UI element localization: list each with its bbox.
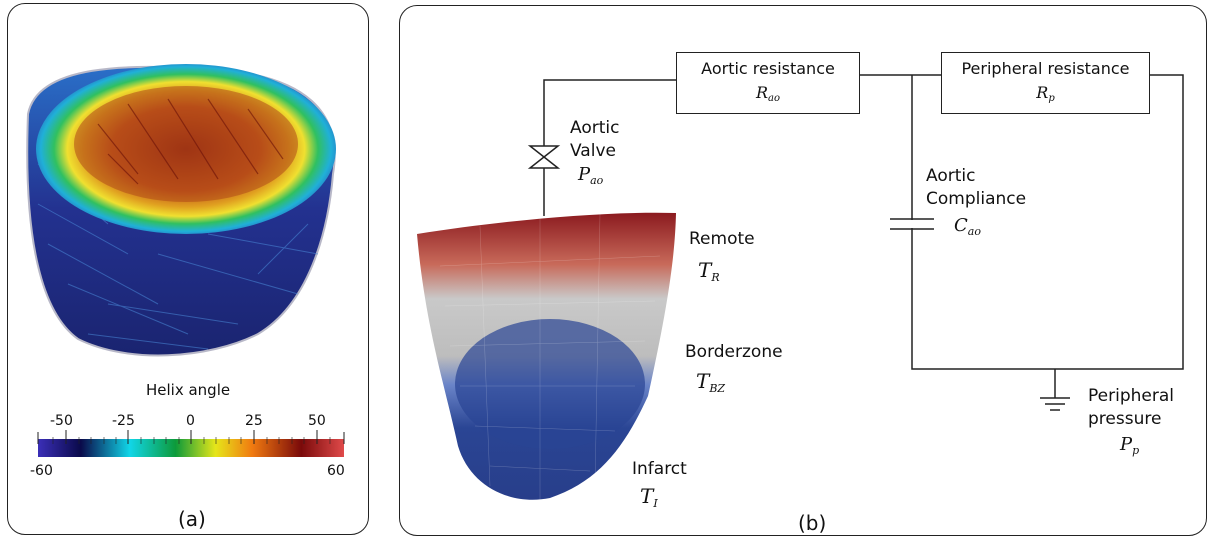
valve-icon (527, 145, 561, 169)
peripheral-pressure-line2: pressure (1088, 409, 1162, 429)
aortic-valve-line2: Valve (570, 141, 616, 161)
panel-a: Helix angle -50 -25 0 25 50 -60 60 (a) (7, 3, 369, 535)
remote-symbol: TR (698, 258, 720, 284)
peripheral-resistance-label: Peripheral resistance (961, 59, 1130, 78)
wire-right-loop (911, 74, 1184, 370)
colorbar-tick: -50 (50, 413, 73, 429)
aortic-compliance-symbol: Cao (954, 215, 981, 238)
peripheral-pressure-symbol: Pp (1120, 434, 1140, 457)
side-fibers (37, 163, 319, 350)
caption-a: (a) (178, 507, 206, 531)
aortic-valve-line1: Aortic (570, 118, 620, 138)
borderzone-label: Borderzone (685, 342, 783, 362)
peripheral-pressure-line1: Peripheral (1088, 386, 1174, 406)
circuit-diagram (417, 74, 1184, 501)
panel-b: Aortic resistance Rao Peripheral resista… (399, 5, 1207, 536)
borderzone-symbol: TBZ (696, 369, 726, 395)
colorbar-tick: -25 (112, 413, 135, 429)
colorbar-title: Helix angle (146, 381, 231, 399)
colorbar-tick: 50 (308, 413, 326, 429)
remote-label: Remote (689, 229, 755, 249)
mesh-lines (439, 213, 661, 501)
infarct-symbol: TI (640, 484, 658, 510)
aortic-compliance-line2: Compliance (926, 189, 1027, 209)
aortic-resistance-symbol: Rao (755, 83, 781, 104)
aortic-resistance-label: Aortic resistance (701, 59, 835, 78)
colorbar (38, 439, 344, 457)
caption-b: (b) (798, 511, 827, 535)
peripheral-resistance-box: Peripheral resistance Rp (941, 52, 1150, 114)
top-fibers (97, 98, 284, 185)
aortic-valve-symbol: Pao (578, 164, 604, 187)
helix-fiber-rendering (26, 64, 345, 457)
aortic-resistance-box: Aortic resistance Rao (676, 52, 860, 114)
colorbar-max: 60 (327, 463, 345, 479)
peripheral-resistance-symbol: Rp (1036, 83, 1055, 104)
colorbar-tick: 25 (245, 413, 263, 429)
wire-valve (543, 79, 676, 216)
colorbar-tick: 0 (186, 413, 195, 429)
colorbar-min: -60 (30, 463, 53, 479)
aortic-compliance-line1: Aortic (926, 166, 976, 186)
infarct-label: Infarct (632, 459, 687, 479)
